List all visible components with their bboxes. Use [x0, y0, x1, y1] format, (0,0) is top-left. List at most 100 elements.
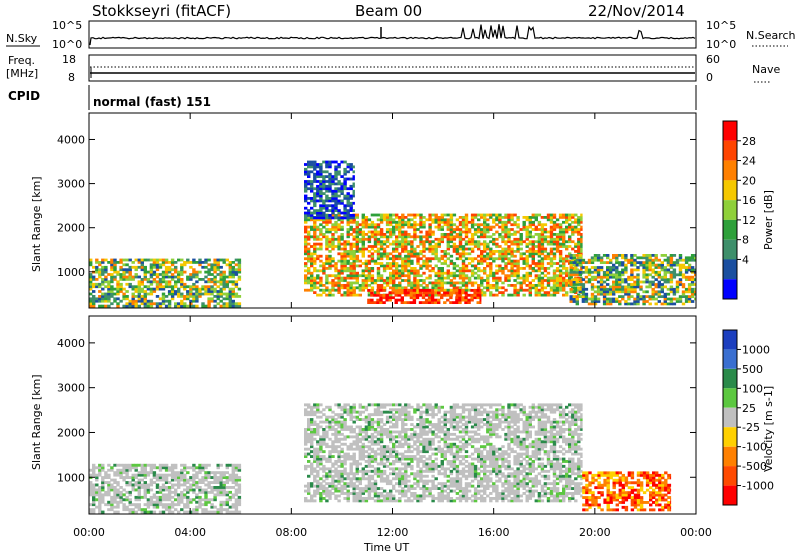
heatmap-cell — [649, 295, 652, 298]
heatmap-cell — [144, 466, 147, 469]
heatmap-cell — [337, 416, 340, 419]
heatmap-cell — [347, 455, 350, 458]
heatmap-cell — [165, 280, 168, 283]
heatmap-cell — [416, 260, 419, 263]
heatmap-cell — [325, 245, 328, 248]
heatmap-cell — [495, 265, 498, 268]
heatmap-cell — [92, 302, 95, 305]
heatmap-cell — [477, 289, 480, 292]
heatmap-cell — [446, 294, 449, 297]
heatmap-cell — [655, 290, 658, 293]
heatmap-cell — [435, 218, 438, 221]
heatmap-cell — [465, 274, 468, 277]
heatmap-cell — [183, 469, 186, 472]
heatmap-cell — [392, 226, 395, 229]
heatmap-cell — [334, 428, 337, 431]
heatmap-cell — [374, 435, 377, 438]
heatmap-cell — [576, 283, 579, 286]
heatmap-cell — [238, 261, 241, 264]
heatmap-cell — [328, 260, 331, 263]
heatmap-cell — [138, 503, 141, 506]
heatmap-cell — [377, 284, 380, 287]
heatmap-cell — [89, 273, 92, 276]
heatmap-cell — [235, 302, 238, 305]
heatmap-cell — [347, 250, 350, 253]
heatmap-cell — [428, 245, 431, 248]
heatmap-cell — [582, 295, 585, 298]
heatmap-cell — [621, 298, 624, 301]
heatmap-cell — [370, 294, 373, 297]
heatmap-cell — [392, 221, 395, 224]
heatmap-cell — [380, 233, 383, 236]
heatmap-cell — [374, 279, 377, 282]
heatmap-cell — [562, 260, 565, 263]
heatmap-cell — [204, 479, 207, 482]
heatmap-cell — [204, 466, 207, 469]
heatmap-cell — [532, 279, 535, 282]
heatmap-cell — [465, 265, 468, 268]
heatmap-cell — [580, 221, 582, 224]
heatmap-cell — [347, 217, 350, 220]
heatmap-cell — [618, 300, 621, 303]
heatmap-cell — [220, 489, 223, 492]
heatmap-cell — [582, 293, 585, 296]
heatmap-cell — [627, 295, 630, 298]
heatmap-cell — [553, 277, 556, 280]
heatmap-cell — [141, 300, 144, 303]
heatmap-cell — [207, 263, 210, 266]
heatmap-cell — [150, 496, 153, 499]
heatmap-cell — [186, 278, 189, 281]
heatmap-cell — [122, 273, 125, 276]
heatmap-cell — [516, 265, 519, 268]
heatmap-cell — [398, 265, 401, 268]
heatmap-cell — [356, 260, 359, 263]
heatmap-cell — [353, 166, 355, 169]
heatmap-cell — [353, 245, 356, 248]
heatmap-cell — [235, 263, 238, 266]
heatmap-cell — [238, 302, 241, 305]
heatmap-cell — [492, 279, 495, 282]
heatmap-cell — [340, 190, 343, 193]
heatmap-cell — [89, 305, 92, 308]
heatmap-cell — [676, 259, 679, 262]
heatmap-cell — [359, 428, 362, 431]
heatmap-cell — [507, 252, 510, 255]
heatmap-cell — [334, 161, 337, 164]
heatmap-cell — [379, 301, 382, 304]
heatmap-cell — [431, 250, 434, 253]
heatmap-cell — [480, 262, 483, 265]
heatmap-cell — [353, 255, 356, 258]
heatmap-cell — [343, 463, 346, 466]
heatmap-cell — [398, 252, 401, 255]
heatmap-cell — [585, 293, 588, 296]
heatmap-cell — [356, 495, 359, 498]
heatmap-cell — [419, 274, 422, 277]
heatmap-cell — [304, 277, 307, 280]
heatmap-cell — [559, 235, 562, 238]
heatmap-cell — [371, 233, 374, 236]
heatmap-cell — [413, 223, 416, 226]
heatmap-cell — [189, 466, 192, 469]
heatmap-cell — [183, 285, 186, 288]
heatmap-cell — [547, 214, 550, 217]
heatmap-cell — [541, 286, 544, 289]
heatmap-cell — [165, 266, 168, 269]
heatmap-cell — [223, 481, 226, 484]
heatmap-cell — [450, 223, 453, 226]
heatmap-cell — [556, 284, 559, 287]
heatmap-cell — [371, 252, 374, 255]
heatmap-cell — [340, 226, 343, 229]
heatmap-cell — [410, 282, 413, 285]
heatmap-cell — [477, 296, 480, 299]
heatmap-cell — [401, 272, 404, 275]
heatmap-cell — [98, 501, 101, 504]
heatmap-cell — [559, 238, 562, 241]
heatmap-cell — [600, 290, 603, 293]
heatmap-cell — [392, 292, 395, 295]
heatmap-cell — [383, 286, 386, 289]
heatmap-cell — [642, 264, 645, 267]
heatmap-cell — [201, 498, 204, 501]
heatmap-cell — [389, 235, 392, 238]
heatmap-cell — [331, 265, 334, 268]
heatmap-cell — [395, 226, 398, 229]
